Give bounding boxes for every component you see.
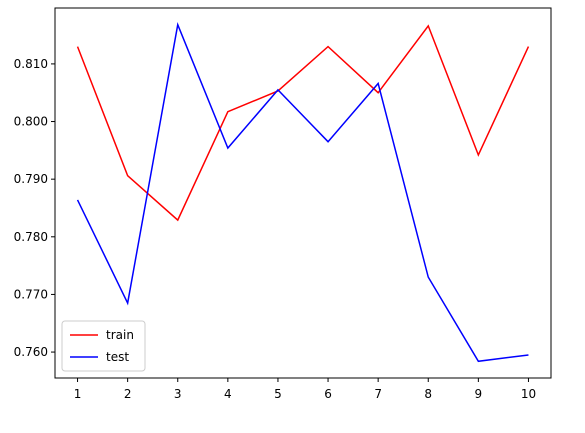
y-tick-label: 0.790 xyxy=(14,172,48,186)
y-tick-label: 0.770 xyxy=(14,287,48,301)
x-tick-label: 10 xyxy=(521,387,536,401)
y-tick-label: 0.760 xyxy=(14,345,48,359)
y-tick-label: 0.780 xyxy=(14,230,48,244)
x-tick-label: 4 xyxy=(224,387,232,401)
x-tick-label: 6 xyxy=(324,387,332,401)
plot-frame xyxy=(54,7,552,379)
x-tick-label: 3 xyxy=(174,387,182,401)
x-tick-label: 2 xyxy=(124,387,132,401)
y-tick-label: 0.800 xyxy=(14,115,48,129)
line-series xyxy=(76,24,530,222)
x-tick-label: 5 xyxy=(274,387,282,401)
legend-box xyxy=(61,320,146,372)
legend-label: train xyxy=(106,328,134,342)
legend-label: test xyxy=(106,350,129,364)
y-tick-label: 0.810 xyxy=(14,57,48,71)
x-tick-label: 7 xyxy=(374,387,382,401)
x-tick-label: 1 xyxy=(74,387,82,401)
x-tick-label: 8 xyxy=(424,387,432,401)
x-tick-label: 9 xyxy=(475,387,483,401)
line-series xyxy=(76,22,529,363)
